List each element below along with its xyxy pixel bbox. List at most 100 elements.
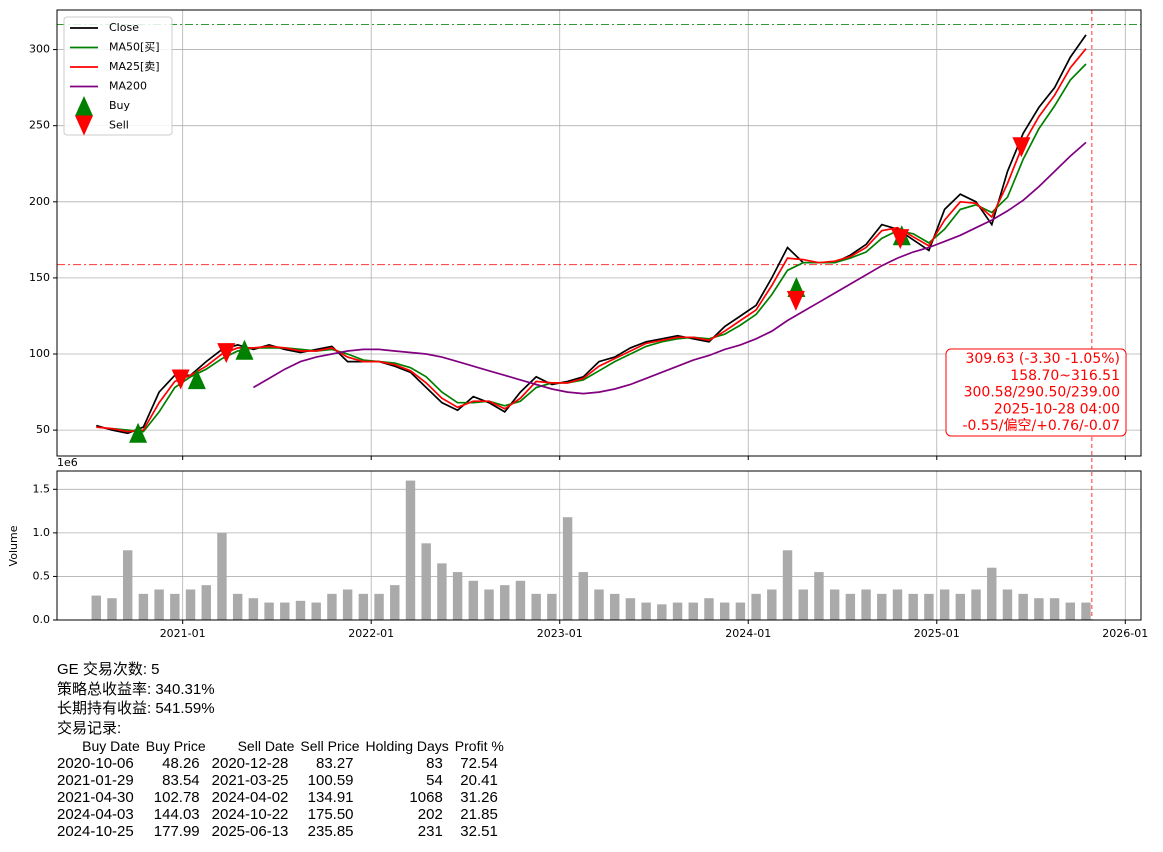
- volume-bar: [908, 593, 918, 620]
- volume-bar: [452, 572, 463, 620]
- annotation-text: 2025-10-28 04:00: [994, 401, 1120, 417]
- y-tick-label: 0.5: [33, 569, 51, 582]
- table-cell: 144.03: [153, 806, 200, 823]
- header-cell: Sell Price: [300, 738, 360, 754]
- table-cell: 31.26: [460, 789, 498, 806]
- table-cell: 21.85: [460, 806, 498, 823]
- trade-marker: [1012, 137, 1031, 158]
- trade-marker: [891, 229, 910, 250]
- legend-label: MA25[卖]: [109, 60, 160, 73]
- volume-bar: [609, 593, 620, 620]
- volume-bar: [1034, 598, 1044, 620]
- volume-bar: [185, 589, 196, 620]
- volume-bar: [358, 593, 369, 620]
- table-row: 2021-01-29 83.54 2021-03-25 100.59 54 20.41: [57, 772, 510, 789]
- plot-frame: [56, 470, 1142, 621]
- table-cell: 2020-12-28: [211, 755, 289, 772]
- table-cell: 2021-03-25: [211, 772, 289, 789]
- table-cell: 2024-10-25: [57, 823, 134, 840]
- table-cell: 177.99: [153, 823, 200, 840]
- plot-frame: [56, 9, 1142, 457]
- table-cell: 48.26: [162, 755, 200, 772]
- report-line: 交易记录:: [57, 719, 122, 737]
- volume-bar: [1018, 593, 1028, 620]
- trade-marker: [235, 339, 254, 360]
- volume-bar: [1049, 598, 1060, 620]
- volume-bar: [1081, 602, 1091, 620]
- y-tick-label: 300: [29, 43, 50, 56]
- trade-table: Buy Date Buy Price Sell Date Sell Price Hold…: [57, 738, 510, 840]
- volume-bar: [578, 572, 589, 620]
- volume-bar: [704, 598, 714, 620]
- annotation: 309.63 (-3.30 -1.05%)158.70~316.51300.58…: [945, 348, 1127, 437]
- volume-bar: [122, 550, 133, 620]
- volume-bar: [767, 589, 777, 620]
- series-line: [111, 63, 1087, 433]
- legend-box: [63, 16, 173, 136]
- table-cell: 231: [417, 823, 443, 840]
- volume-bar: [924, 593, 934, 620]
- volume-bar: [201, 585, 211, 620]
- y-tick-label: 1.5: [33, 482, 51, 495]
- table-cell: 2025-06-13: [211, 823, 289, 840]
- volume-bar: [987, 567, 997, 620]
- table-cell: 54: [426, 772, 443, 789]
- volume-bar: [1002, 589, 1013, 620]
- legend: Close MA50[买] MA25[卖] MA200 Buy Sell: [63, 16, 173, 136]
- table-cell: 134.91: [307, 789, 354, 806]
- report-line: 长期持有收益: 541.59%: [57, 700, 215, 717]
- volume-bar: [892, 589, 903, 620]
- annotation-text: -0.55/偏空/+0.76/-0.07: [963, 418, 1121, 434]
- trade-marker: [217, 343, 236, 364]
- volume-bar: [531, 593, 541, 620]
- volume-bar: [688, 602, 698, 620]
- table-cell: 2021-04-30: [57, 789, 134, 806]
- volume-bar: [484, 589, 494, 620]
- legend-label: MA200: [109, 80, 147, 93]
- x-tick-label: 2023-01: [537, 627, 583, 640]
- volume-bar: [421, 543, 431, 620]
- table-cell: 235.85: [307, 823, 354, 840]
- volume-bar: [814, 572, 824, 620]
- series-line: [96, 48, 1087, 433]
- table-cell: 32.51: [460, 823, 498, 840]
- annotation-text: 158.70~316.51: [1010, 368, 1120, 384]
- volume-bar: [232, 593, 243, 620]
- chart: Volume 1e6 50 100 150 200 250 300 0.0 0.5 1.0 1.5…: [7, 9, 1148, 640]
- report-line: 策略总收益率: 340.31%: [57, 680, 215, 698]
- report: GE 交易次数: 5 策略总收益率: 340.31% 长期持有收益: 541.59%…: [57, 660, 510, 840]
- table-header: Buy Date Buy Price Sell Date Sell Price Hold…: [57, 738, 510, 755]
- volume-bar: [138, 593, 149, 620]
- volume-bar: [515, 580, 526, 620]
- volume-bar: [625, 598, 636, 620]
- volume-bar: [939, 589, 950, 620]
- volume-bar: [264, 602, 274, 620]
- legend-label: Buy: [109, 99, 131, 112]
- table-cell: 1068: [409, 789, 443, 806]
- volume-bar: [405, 480, 416, 620]
- legend-label: Sell: [109, 119, 129, 132]
- legend-label: MA50[买]: [109, 41, 160, 54]
- x-tick-label: 2024-01: [725, 627, 771, 640]
- table-cell: 83: [426, 755, 443, 772]
- volume-bar: [861, 589, 871, 620]
- table-cell: 20.41: [460, 772, 498, 789]
- x-tick-label: 2021-01: [160, 627, 206, 640]
- table-cell: 72.54: [460, 755, 498, 772]
- volume-bar: [217, 532, 227, 620]
- volume-bar: [798, 589, 808, 620]
- volume-bar: [107, 598, 117, 620]
- volume-bar: [91, 595, 101, 620]
- volume-bar: [845, 593, 856, 620]
- header-cell: Sell Date: [237, 738, 295, 754]
- table-cell: 202: [417, 806, 443, 823]
- x-tick-label: 2026-01: [1102, 627, 1148, 640]
- report-line: GE 交易次数: 5: [57, 661, 160, 678]
- table-cell: 2020-10-06: [57, 755, 134, 772]
- y-tick-label: 150: [29, 271, 50, 284]
- volume-bar: [170, 593, 180, 620]
- y-tick-label: 0.0: [33, 613, 51, 626]
- header-cell: Profit %: [454, 738, 504, 754]
- volume-bar: [782, 550, 793, 620]
- volume-bar: [468, 580, 479, 620]
